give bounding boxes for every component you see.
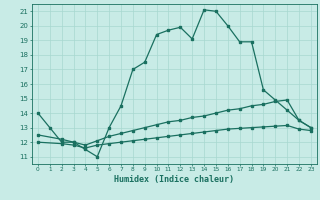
X-axis label: Humidex (Indice chaleur): Humidex (Indice chaleur) (115, 175, 234, 184)
